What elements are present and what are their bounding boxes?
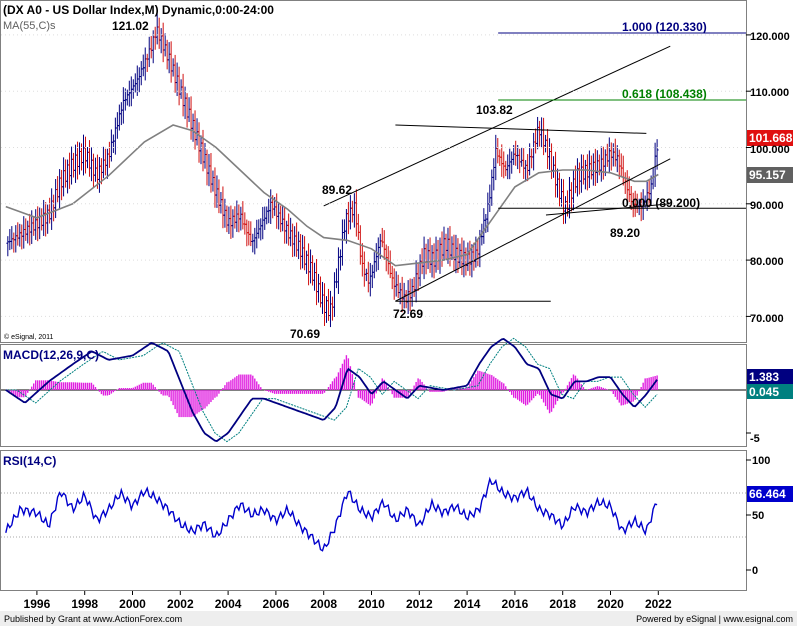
channel-line xyxy=(323,45,671,207)
rsi-panel-frame xyxy=(0,450,747,591)
annotation-low-2021: 89.20 xyxy=(610,226,640,240)
signal-value-box xyxy=(747,384,793,399)
price-y-tick: 110.000 xyxy=(750,87,789,99)
fib-level-618-label: 0.618 (108.438) xyxy=(622,87,707,101)
x-axis-label: 1998 xyxy=(71,597,98,611)
macd-signal-line xyxy=(5,337,658,443)
price-y-tick: 90.000 xyxy=(750,200,784,212)
x-axis-label: 2010 xyxy=(358,597,385,611)
ma-indicator-label: MA(55,C)s xyxy=(3,20,56,32)
annotation-high-2001: 121.02 xyxy=(112,19,149,33)
last-price-value: 101.668 xyxy=(749,131,793,145)
rsi-y-tick: 50 xyxy=(752,510,764,522)
macd-layer xyxy=(1,337,751,443)
macd-value-box xyxy=(747,369,793,384)
x-axis-label: 2020 xyxy=(597,597,624,611)
moving-average-layer xyxy=(5,124,659,267)
price-y-tick: 80.000 xyxy=(750,256,784,268)
rsi-y-tick: 0 xyxy=(752,565,758,577)
x-axis-label: 2004 xyxy=(215,597,242,611)
axis-layer: 1996 1998 2000 2002 2004 2006 2008 2010 2012 2014… xyxy=(1,34,751,611)
macd-line xyxy=(5,338,658,442)
price-y-tick: 100.000 xyxy=(750,144,790,156)
last-price-box xyxy=(747,130,793,146)
x-axis-label: 2008 xyxy=(310,597,337,611)
annotation-high-2008: 89.62 xyxy=(322,183,352,197)
x-axis-label: 2018 xyxy=(549,597,576,611)
x-axis-label: 1996 xyxy=(24,597,51,611)
macd-panel-frame xyxy=(0,344,747,447)
signal-value: 0.045 xyxy=(749,385,779,399)
ma55-line xyxy=(5,124,659,267)
price-panel-frame xyxy=(0,0,747,343)
ma-value-box xyxy=(747,167,793,183)
price-y-tick: 120.000 xyxy=(750,31,790,43)
rsi-value-box xyxy=(747,486,793,502)
rsi-line xyxy=(5,476,658,552)
rsi-value: 66.464 xyxy=(749,487,786,501)
annotation-low-2008: 70.69 xyxy=(290,327,320,341)
rsi-panel-title: RSI(14,C) xyxy=(3,454,56,468)
esignal-credit: © eSignal, 2011 xyxy=(4,333,54,341)
channel-line xyxy=(545,203,671,216)
x-axis-label: 2012 xyxy=(406,597,433,611)
x-axis-strip xyxy=(0,591,797,611)
x-axis-label: 2006 xyxy=(263,597,290,611)
fib-level-100-label: 1.000 (120.330) xyxy=(622,20,707,34)
price-y-tick: 70.000 xyxy=(750,313,784,325)
x-axis-label: 2000 xyxy=(119,597,146,611)
price-chart-title: (DX A0 - US Dollar Index,M) Dynamic,0:00… xyxy=(3,3,274,17)
ma-value: 95.157 xyxy=(749,168,786,182)
fib-level-0-label: 0.000 (89.200) xyxy=(622,196,700,210)
rsi-layer xyxy=(1,459,751,571)
x-axis-label: 2014 xyxy=(454,597,481,611)
trendline-layer xyxy=(323,32,746,302)
x-axis-label: 2022 xyxy=(645,597,672,611)
x-axis-label: 2002 xyxy=(167,597,194,611)
channel-line xyxy=(395,124,647,134)
macd-value: 1.383 xyxy=(749,370,779,384)
channel-line xyxy=(395,158,671,302)
footer-powered-by: Powered by eSignal | www.esignal.com xyxy=(636,614,793,624)
annotation-low-2011: 72.69 xyxy=(393,307,423,321)
x-axis-label: 2016 xyxy=(502,597,529,611)
macd-panel-title: MACD(12,26,9,C) xyxy=(3,348,99,362)
rsi-y-tick: 100 xyxy=(752,455,770,467)
macd-y-tick: -5 xyxy=(750,433,760,445)
footer-strip xyxy=(0,611,797,626)
annotation-high-2016: 103.82 xyxy=(476,103,513,117)
footer-publisher: Published by Grant at www.ActionForex.co… xyxy=(4,614,182,624)
